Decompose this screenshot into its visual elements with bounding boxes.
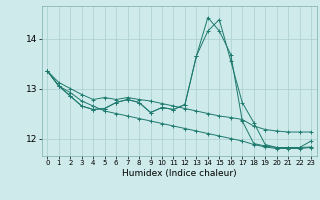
X-axis label: Humidex (Indice chaleur): Humidex (Indice chaleur): [122, 169, 236, 178]
